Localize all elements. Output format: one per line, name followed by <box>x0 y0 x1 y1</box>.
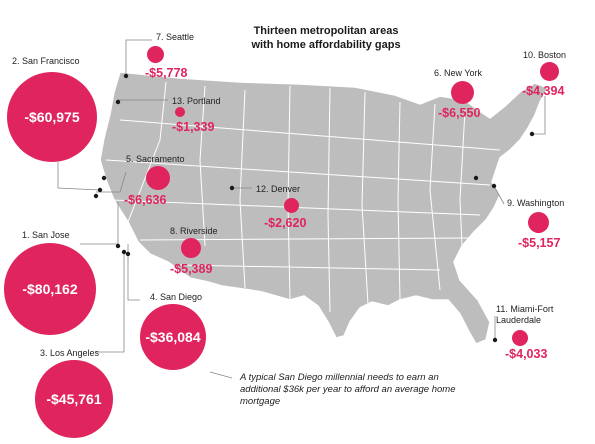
city-label-new-york: 6. New York <box>434 68 483 78</box>
bubble-seattle <box>147 46 164 63</box>
state-border-line <box>127 81 167 223</box>
san-diego-annotation: A typical San Diego millennial needs to … <box>240 372 456 407</box>
leader-line <box>96 250 125 353</box>
leader-lines <box>57 39 546 379</box>
bubble-denver <box>284 198 299 213</box>
gap-miami: -$4,033 <box>505 347 548 361</box>
city-dot <box>492 337 498 343</box>
state-border-line <box>179 264 441 271</box>
leader-line <box>80 202 119 245</box>
state-border-line <box>239 89 246 289</box>
city-dot <box>115 99 121 105</box>
leader-line <box>532 96 546 135</box>
city-dots <box>93 73 535 343</box>
city-label-los-angeles: 3. Los Angeles <box>40 348 100 358</box>
bubble-washington <box>528 212 549 233</box>
bubble-portland <box>175 107 185 117</box>
state-border-line <box>199 85 206 247</box>
city-label-boston: 10. Boston <box>523 50 567 60</box>
state-border-line <box>105 159 491 186</box>
gap-new-york: -$6,550 <box>438 106 481 120</box>
city-dot <box>529 131 535 137</box>
city-dot <box>115 243 121 249</box>
bubble-new-york <box>451 81 474 104</box>
bubble-sacramento <box>146 166 170 190</box>
city-dot <box>97 187 103 193</box>
city-dot <box>491 183 497 189</box>
city-label-sacramento: 5. Sacramento <box>126 154 185 164</box>
gap-san-diego: -$36,084 <box>145 329 201 345</box>
city-label-denver: 12. Denver <box>256 184 301 194</box>
state-border-line <box>327 87 331 313</box>
bubble-boston <box>540 62 559 81</box>
bubble-riverside <box>181 238 201 258</box>
gap-los-angeles: -$45,761 <box>46 391 102 407</box>
state-border-line <box>361 91 369 305</box>
leader-line <box>493 185 505 205</box>
us-land <box>99 71 550 345</box>
gap-denver: -$2,620 <box>264 216 307 230</box>
bubble-miami <box>512 330 528 346</box>
leader-line <box>96 171 127 193</box>
gap-san-jose: -$80,162 <box>22 281 78 297</box>
title-line-1: Thirteen metropolitan areas <box>253 25 399 37</box>
city-label-san-jose: 1. San Jose <box>22 230 70 240</box>
gap-san-francisco: -$60,975 <box>24 109 80 125</box>
city-label-seattle: 7. Seattle <box>156 32 195 42</box>
gap-seattle: -$5,778 <box>145 66 188 80</box>
city-dot <box>93 193 99 199</box>
state-borders <box>105 81 501 313</box>
gap-boston: -$4,394 <box>522 84 565 98</box>
city-label-san-francisco: 2. San Francisco <box>12 56 80 66</box>
city-label-san-diego: 4. San Diego <box>150 292 203 302</box>
city-dot <box>121 249 127 255</box>
state-border-line <box>119 119 501 151</box>
gap-washington: -$5,157 <box>518 236 561 250</box>
city-label-riverside: 8. Riverside <box>170 226 218 236</box>
title-line-2: with home affordability gaps <box>251 39 401 51</box>
gap-sacramento: -$6,636 <box>124 193 167 207</box>
bubble-san-diego: -$36,084 <box>140 304 206 370</box>
leader-line <box>125 39 152 76</box>
bubble-los-angeles: -$45,761 <box>35 360 113 438</box>
gap-portland: -$1,339 <box>172 120 215 134</box>
city-dot <box>123 73 129 79</box>
city-dot <box>125 251 131 257</box>
city-dot <box>473 175 479 181</box>
city-dot <box>101 175 107 181</box>
city-label-miami: 11. Miami-Fort Lauderdale <box>496 304 554 325</box>
state-border-line <box>459 109 466 247</box>
map-title: Thirteen metropolitan areas with home af… <box>226 24 426 52</box>
leader-line <box>57 162 101 191</box>
leader-line <box>209 371 233 379</box>
gap-riverside: -$5,389 <box>170 262 213 276</box>
bubble-san-jose: -$80,162 <box>4 243 96 335</box>
leader-line <box>127 244 140 301</box>
city-label-washington: 9. Washington <box>507 198 565 208</box>
state-border-line <box>429 103 441 291</box>
bubble-san-francisco: -$60,975 <box>7 72 97 162</box>
city-label-portland: 13. Portland <box>172 96 221 106</box>
city-dot <box>229 185 235 191</box>
state-border-line <box>397 101 401 301</box>
